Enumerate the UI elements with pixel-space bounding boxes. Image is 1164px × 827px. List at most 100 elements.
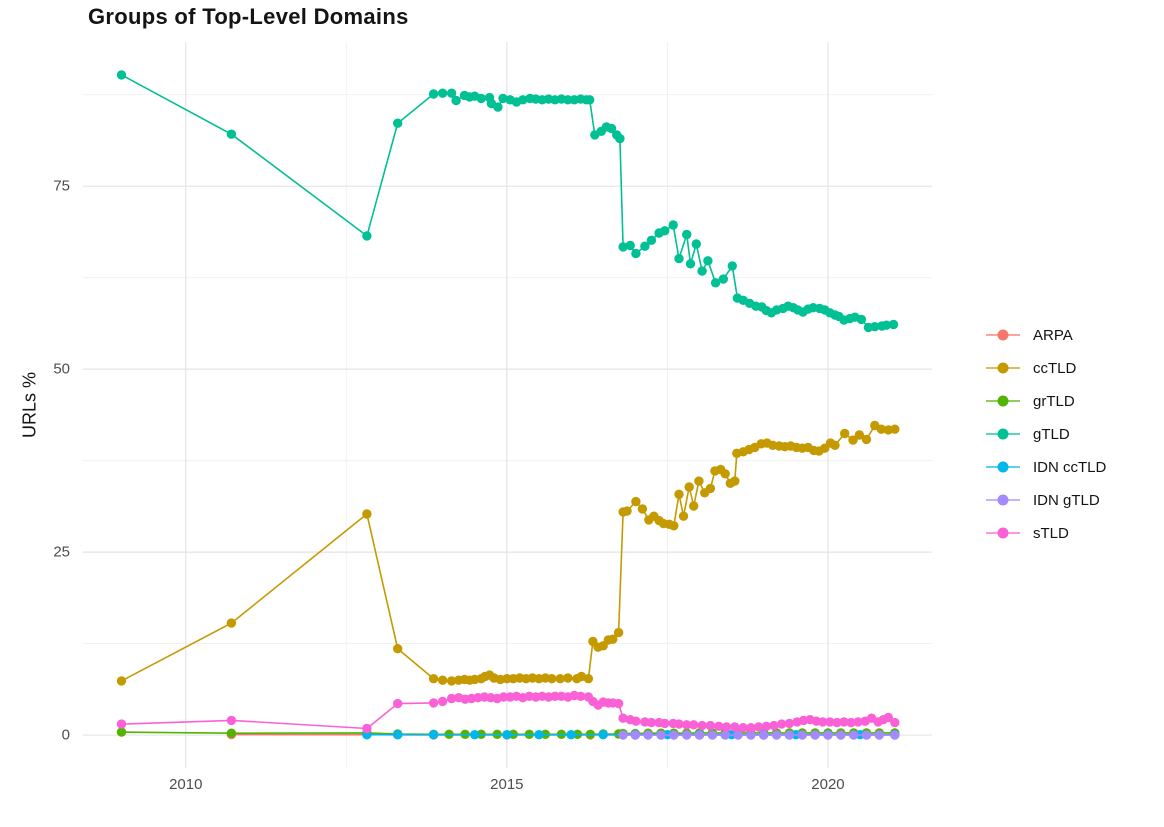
- data-point-stld: [705, 720, 716, 731]
- data-point-idn-gtld: [643, 730, 653, 740]
- data-point-cctld: [861, 434, 872, 445]
- y-tick-label: 75: [53, 177, 70, 195]
- data-point-cctld: [116, 676, 127, 686]
- data-point-idn-gtld: [707, 730, 718, 740]
- data-point-stld: [446, 693, 457, 704]
- data-point-idn-gtld: [823, 730, 833, 740]
- data-point-stld: [646, 717, 657, 728]
- data-point-cctld: [631, 496, 641, 507]
- data-point-stld: [730, 722, 740, 732]
- data-point-gtld: [674, 253, 684, 264]
- data-point-cctld: [674, 489, 684, 499]
- data-point-gtld: [518, 95, 528, 105]
- data-point-gtld: [116, 70, 127, 80]
- data-point-stld: [613, 698, 624, 709]
- data-point-gtld: [697, 266, 707, 276]
- data-point-idn-gtld: [733, 730, 743, 740]
- legend-label: IDN gTLD: [1033, 491, 1100, 509]
- data-point-stld: [818, 717, 828, 727]
- data-point-cctld: [428, 674, 439, 684]
- data-point-cctld: [226, 618, 237, 628]
- legend: ARPA ccTLD grTLD gTLD IDN ccTLD IDN gTLD sTLD: [986, 324, 1106, 544]
- legend-key-icon: [986, 357, 1020, 379]
- data-point-gtld: [703, 256, 713, 266]
- legend-key-icon: [986, 390, 1020, 412]
- data-point-cctld: [637, 504, 648, 514]
- data-point-stld: [777, 719, 787, 729]
- data-point-gtld: [226, 129, 237, 139]
- data-point-idn-gtld: [656, 730, 666, 740]
- data-point-stld: [721, 722, 732, 732]
- data-point-cctld: [890, 424, 900, 434]
- data-point-cctld: [720, 469, 730, 479]
- data-point-idn-gtld: [797, 730, 807, 740]
- data-point-gtld: [646, 235, 657, 245]
- data-point-cctld: [730, 476, 740, 486]
- data-point-idn-cctld: [428, 730, 439, 740]
- data-point-idn-gtld: [682, 730, 692, 740]
- data-point-stld: [853, 717, 863, 727]
- data-point-stld: [631, 716, 641, 726]
- data-point-gtld: [685, 259, 696, 269]
- data-point-stld: [753, 722, 764, 732]
- chart-title: Groups of Top-Level Domains: [88, 4, 409, 29]
- data-point-idn-gtld: [694, 730, 705, 740]
- data-point-gtld: [393, 118, 403, 128]
- data-point-idn-gtld: [630, 730, 640, 740]
- data-point-cctld: [854, 430, 865, 440]
- data-point-cctld: [678, 511, 689, 521]
- legend-label: IDN ccTLD: [1033, 458, 1107, 476]
- data-point-gtld: [881, 320, 892, 330]
- legend-label: sTLD: [1033, 524, 1069, 542]
- data-point-grtld: [116, 727, 127, 737]
- legend-label: ccTLD: [1033, 359, 1077, 377]
- data-point-stld: [116, 719, 127, 729]
- data-point-stld: [682, 720, 692, 730]
- data-point-cctld: [840, 428, 850, 439]
- data-point-cctld: [547, 674, 557, 684]
- data-point-gtld: [870, 322, 880, 332]
- data-point-cctld: [830, 440, 840, 450]
- data-point-cctld: [622, 506, 632, 516]
- y-tick-label: 25: [53, 543, 70, 561]
- data-point-stld: [738, 723, 748, 733]
- data-point-cctld: [848, 435, 858, 445]
- data-point-gtld: [615, 133, 625, 144]
- data-point-idn-gtld: [784, 730, 795, 740]
- legend-label: grTLD: [1033, 392, 1075, 410]
- data-point-gtld: [888, 319, 899, 330]
- legend-label: ARPA: [1033, 326, 1073, 344]
- data-point-gtld: [493, 102, 503, 112]
- data-point-gtld: [631, 248, 641, 259]
- data-point-stld: [761, 721, 771, 731]
- data-point-cctld: [446, 676, 457, 686]
- data-point-stld: [839, 717, 849, 727]
- data-point-stld: [362, 723, 372, 734]
- legend-item-stld: sTLD: [986, 522, 1106, 544]
- data-point-gtld: [618, 242, 628, 252]
- data-point-gtld: [682, 229, 692, 240]
- data-point-cctld: [876, 424, 886, 434]
- data-point-gtld: [727, 261, 737, 271]
- data-point-stld: [883, 712, 893, 723]
- data-point-cctld: [684, 482, 694, 492]
- data-point-gtld: [476, 93, 486, 104]
- data-point-idn-gtld: [771, 730, 782, 740]
- series-line-gtld: [121, 74, 894, 329]
- data-point-stld: [576, 691, 586, 701]
- data-point-stld: [825, 717, 835, 727]
- data-point-stld: [498, 692, 509, 702]
- data-point-idn-gtld: [720, 730, 730, 740]
- legend-item-arpa: ARPA: [986, 324, 1106, 346]
- legend-key-icon: [986, 456, 1020, 478]
- data-point-cctld: [705, 483, 716, 494]
- legend-item-idn-cctld: IDN ccTLD: [986, 456, 1106, 478]
- data-point-stld: [428, 698, 439, 708]
- data-point-gtld: [856, 314, 867, 325]
- data-point-gtld: [640, 241, 650, 251]
- data-point-cctld: [669, 521, 679, 531]
- data-point-gtld: [446, 88, 457, 98]
- data-point-stld: [660, 718, 670, 729]
- data-point-cctld: [694, 476, 704, 486]
- data-point-idn-gtld: [849, 730, 859, 740]
